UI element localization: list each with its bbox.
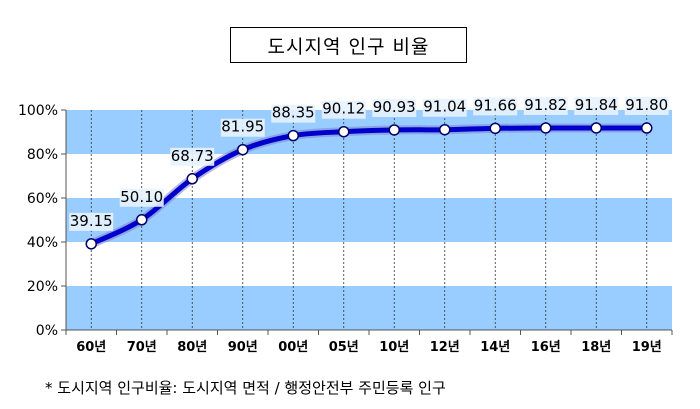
data-label: 88.35: [272, 104, 315, 122]
x-tick-label: 70년: [127, 340, 157, 355]
data-label: 39.15: [70, 212, 113, 230]
data-label: 68.73: [171, 147, 214, 165]
background-bands: [66, 110, 672, 330]
data-label-bg: [271, 104, 316, 123]
x-tick-label: 60년: [76, 340, 106, 355]
data-label-bg: [523, 96, 568, 115]
x-tick-label: 18년: [581, 340, 611, 355]
y-tick-label: 0%: [36, 323, 58, 339]
band-3: [66, 154, 672, 198]
data-label: 91.80: [625, 96, 668, 114]
data-label-bg: [220, 118, 265, 137]
data-point: [85, 238, 97, 250]
data-label: 91.66: [474, 96, 517, 114]
data-points: [85, 122, 653, 250]
x-tick-label: 10년: [379, 340, 409, 355]
data-label-bg: [372, 98, 417, 117]
data-point: [136, 214, 148, 226]
data-label-bg: [69, 212, 114, 231]
data-label: 50.10: [120, 188, 163, 206]
data-label: 91.04: [423, 98, 466, 116]
footnote: * 도시지역 인구비율: 도시지역 면적 / 행정안전부 주민등록 인구: [45, 379, 446, 397]
data-label-bg: [422, 98, 467, 117]
x-tick-label: 05년: [329, 340, 359, 355]
data-label-bg: [473, 97, 518, 116]
data-point: [287, 129, 299, 142]
data-label-bg: [170, 147, 215, 166]
chart-title: 도시지역 인구 비율: [230, 27, 467, 63]
data-label-bg: [119, 188, 164, 207]
x-tick-label: 19년: [632, 340, 662, 355]
x-tick-label: 14년: [480, 340, 510, 355]
data-label: 90.12: [322, 100, 365, 118]
band-1: [66, 242, 672, 286]
data-point: [439, 123, 451, 136]
y-tick-labels: 0% 20% 40% 60% 80% 100%: [18, 103, 58, 339]
x-tick-label: 80년: [177, 340, 207, 355]
data-point: [489, 122, 501, 135]
data-label: 90.93: [373, 98, 416, 116]
x-tick-label: 00년: [278, 340, 308, 355]
band-0: [66, 286, 672, 330]
y-tick-label: 100%: [18, 103, 58, 119]
data-label: 81.95: [221, 118, 264, 136]
x-tick-labels: 60년 70년 80년 90년 00년 05년 10년 12년 14년 16년 18년 19년: [76, 340, 662, 355]
data-label-bg: [624, 97, 669, 116]
data-point: [540, 122, 552, 134]
data-label-bg: [574, 96, 619, 115]
x-tick-label: 12년: [430, 340, 460, 355]
data-point: [388, 124, 400, 136]
y-tick-label: 80%: [27, 147, 58, 163]
data-point: [338, 125, 350, 138]
x-tick-label: 90년: [228, 340, 258, 355]
y-tick-label: 20%: [27, 279, 58, 295]
y-tick-label: 60%: [27, 191, 58, 207]
data-labels: 39.15 50.10 68.73 81.95 88.35 90.12 90.93 91.04…: [69, 96, 669, 231]
y-tick-label: 40%: [27, 235, 58, 251]
data-point: [237, 143, 249, 156]
data-point: [590, 122, 602, 134]
data-point: [641, 122, 653, 134]
data-label-bg: [321, 100, 366, 119]
axes: [61, 109, 673, 335]
x-tick-label: 16년: [531, 340, 561, 355]
data-label: 91.84: [575, 96, 618, 114]
data-label: 91.82: [524, 96, 567, 114]
data-point: [186, 173, 198, 185]
